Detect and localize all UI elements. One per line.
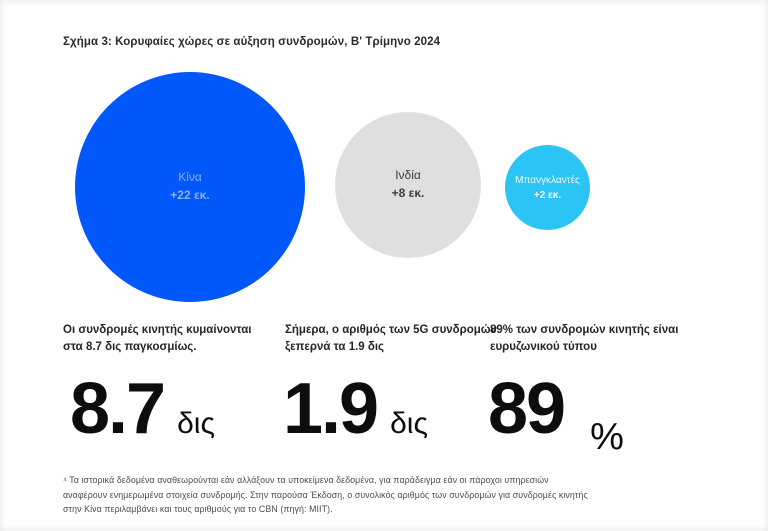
bubble-bangladesh-label: Μπανγκλαντές	[515, 174, 580, 186]
footnote-line: ⁴ Τα ιστορικά δεδομένα αναθεωρούνται εάν…	[63, 475, 549, 485]
footnote-line: αναφέρουν ενημερωμένα στοιχεία συνδρομής…	[63, 489, 588, 500]
stat-description-5g-subscriptions: Σήμερα, ο αριθμός των 5G συνδρομών ξεπερ…	[285, 322, 515, 357]
big-stat-broadband-percentage: 89 %	[488, 369, 624, 458]
stat-description-line: στα 8.7 δις παγκοσμίως.	[63, 341, 197, 354]
bubble-bangladesh: Μπανγκλαντές +2 εκ.	[505, 145, 590, 230]
footnote-line: στην Κίνα περιλαμβάνει και τους αριθμούς…	[63, 504, 333, 514]
big-stat-value: 1.9	[283, 369, 379, 449]
big-stat-unit: δις	[177, 407, 215, 440]
big-stat-total-subscriptions: 8.7 δις	[70, 369, 215, 449]
bubble-china-value: +22 εκ.	[170, 188, 210, 202]
big-stat-unit: %	[590, 416, 624, 458]
stat-description-line: ευρυζωνικού τύπου	[490, 341, 597, 354]
big-stat-value: 89	[488, 369, 566, 449]
bubble-india-value: +8 εκ.	[391, 186, 425, 200]
stat-description-broadband-share: 89% των συνδρομών κινητής είναι ευρυζωνι…	[490, 322, 715, 357]
bubble-india: Ινδία +8 εκ.	[335, 112, 481, 258]
big-stat-value: 8.7	[70, 369, 166, 449]
stat-description-line: 89% των συνδρομών κινητής είναι	[490, 324, 679, 336]
footnote: ⁴ Τα ιστορικά δεδομένα αναθεωρούνται εάν…	[63, 473, 588, 517]
stat-description-line: Οι συνδρομές κινητής κυμαίνονται	[63, 324, 252, 336]
big-stat-5g-subscriptions: 1.9 δις	[283, 369, 428, 449]
big-stat-unit: δις	[390, 407, 428, 440]
figure-title: Σχήμα 3: Κορυφαίες χώρες σε αύξηση συνδρ…	[63, 36, 441, 48]
stat-description-mobile-subscriptions: Οι συνδρομές κινητής κυμαίνονται στα 8.7…	[63, 322, 288, 357]
stat-description-line: ξεπερνά τα 1.9 δις	[285, 341, 385, 354]
bubble-bangladesh-value: +2 εκ.	[533, 189, 562, 201]
bubble-china: Κίνα +22 εκ.	[75, 72, 305, 302]
bubble-china-label: Κίνα	[178, 170, 202, 185]
stat-description-line: Σήμερα, ο αριθμός των 5G συνδρομών	[285, 324, 497, 336]
bubble-india-label: Ινδία	[395, 168, 421, 183]
